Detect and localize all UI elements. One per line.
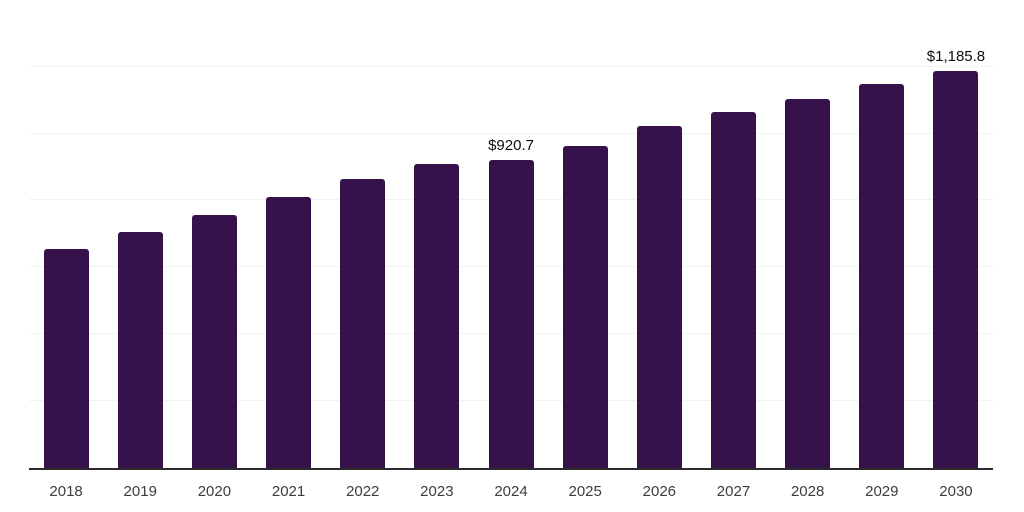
- bar-2029: [859, 84, 905, 468]
- bar-2019: [117, 231, 163, 468]
- bar-2026: [636, 126, 682, 468]
- bar-2030: [933, 71, 979, 468]
- bar-2020: [191, 214, 237, 468]
- gridline: [29, 132, 993, 134]
- bars-layer: $920.7 $1,185.8: [29, 0, 993, 468]
- bar-2028: [785, 99, 831, 468]
- bar-2022: [340, 179, 386, 468]
- bar-slot: [548, 0, 622, 468]
- bar-2023: [414, 164, 460, 468]
- x-axis: 2018 2019 2020 2021 2022 2023 2024 2025 2026 2027…: [29, 484, 993, 499]
- data-label-2024: $920.7: [488, 137, 534, 155]
- bar-slot: $1,185.8: [919, 0, 993, 468]
- plot-area: $920.7 $1,185.8: [29, 0, 993, 470]
- bar-2027: [710, 111, 756, 468]
- bar-slot: [845, 0, 919, 468]
- bar-2021: [266, 197, 312, 468]
- bar-slot: [29, 0, 103, 468]
- x-tick-label-2029: 2029: [865, 483, 899, 500]
- x-tick-label-2023: 2023: [420, 483, 454, 500]
- x-tick-label-2021: 2021: [271, 483, 306, 500]
- x-tick-label-2027: 2027: [716, 483, 751, 500]
- bar-slot: [103, 0, 177, 468]
- data-label-2030: $1,185.8: [926, 48, 986, 66]
- bar-slot: [622, 0, 696, 468]
- bar-2018: [43, 248, 89, 468]
- bar-slot: [696, 0, 770, 468]
- x-tick-label-2030: 2030: [939, 483, 973, 500]
- bar-slot: $920.7: [474, 0, 548, 468]
- bar-slot: [771, 0, 845, 468]
- bar-2025: [562, 145, 608, 468]
- x-tick-label-2025: 2025: [568, 483, 602, 500]
- x-tick-label-2022: 2022: [346, 483, 380, 500]
- bar-slot: [177, 0, 251, 468]
- gridline: [29, 65, 993, 67]
- x-tick-label-2024: 2024: [494, 483, 528, 500]
- x-tick-label-2026: 2026: [642, 483, 677, 500]
- x-tick-label-2018: 2018: [49, 483, 83, 500]
- x-tick-label-2019: 2019: [123, 483, 157, 500]
- bar-slot: [326, 0, 400, 468]
- bar-slot: [400, 0, 474, 468]
- bar-2024: [488, 160, 534, 468]
- x-tick-label-2020: 2020: [197, 483, 232, 500]
- bar-slot: [251, 0, 325, 468]
- x-tick-label-2028: 2028: [790, 483, 825, 500]
